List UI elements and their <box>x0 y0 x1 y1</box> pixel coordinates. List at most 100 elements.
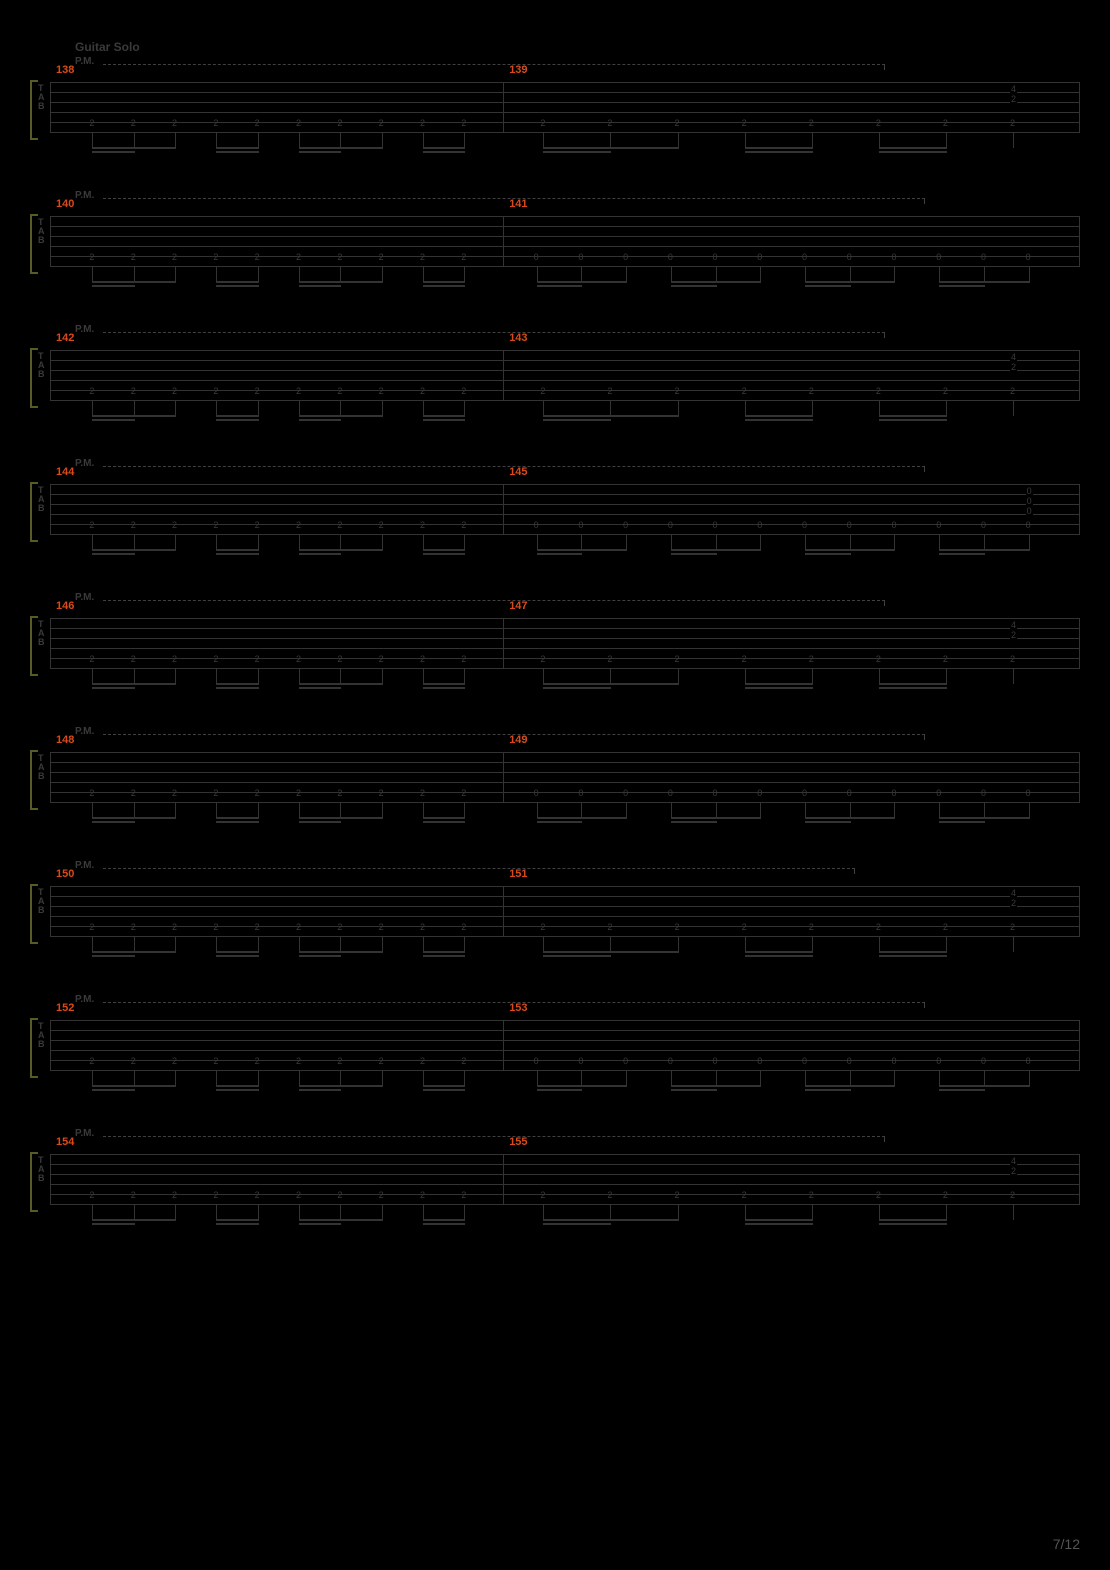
note-stem: 2 <box>382 132 383 148</box>
tab-line <box>50 926 1080 927</box>
pm-label: P.M. <box>75 994 94 1005</box>
fret-number: 0 <box>981 788 986 798</box>
staff-wrap: TAB13813922222222222222222242 <box>20 70 1090 170</box>
note-stem: 2 <box>464 936 465 952</box>
tab-staff: 148149 <box>50 752 1080 802</box>
note-stem: 0 <box>671 534 672 550</box>
note-stem: 2 <box>134 802 135 818</box>
fret-number: 2 <box>379 252 384 262</box>
beam <box>216 1085 258 1087</box>
note-stem: 2 <box>258 534 259 550</box>
note-stem: 0 <box>537 1070 538 1086</box>
fret-number: 2 <box>461 788 466 798</box>
fret-number: 2 <box>296 654 301 664</box>
fret-number: 0 <box>668 1056 673 1066</box>
fret-number: 0 <box>891 252 896 262</box>
system-bracket <box>30 348 38 408</box>
note-stem: 2 <box>946 936 947 952</box>
note-stem: 2 <box>879 400 880 416</box>
beam <box>543 1223 611 1225</box>
note-stem: 2 <box>340 400 341 416</box>
note-stem: 2 <box>610 1204 611 1220</box>
note-stem: 0 <box>626 534 627 550</box>
beam <box>537 817 627 819</box>
fret-number: 2 <box>540 1190 545 1200</box>
fret-number: 0 <box>1026 496 1033 506</box>
fret-number: 2 <box>337 654 342 664</box>
fret-number: 4 <box>1010 1156 1017 1166</box>
note-stem: 2 <box>745 668 746 684</box>
fret-number: 2 <box>131 252 136 262</box>
tab-clef: TAB <box>38 1022 45 1049</box>
fret-number: 2 <box>213 654 218 664</box>
barline <box>50 1154 51 1204</box>
tab-line <box>50 618 1080 619</box>
tab-line <box>50 102 1080 103</box>
note-stem: 2 <box>610 132 611 148</box>
fret-number: 0 <box>891 1056 896 1066</box>
staff-wrap: TAB15415522222222222222222242 <box>20 1142 1090 1242</box>
fret-number: 0 <box>847 1056 852 1066</box>
note-stem: 0 <box>537 802 538 818</box>
note-stem: 2 <box>382 1070 383 1086</box>
fret-number: 2 <box>461 922 466 932</box>
beam <box>671 1089 717 1091</box>
beam <box>537 553 583 555</box>
tab-line <box>50 638 1080 639</box>
note-stem: 2 <box>1013 400 1014 416</box>
beam <box>805 281 895 283</box>
tab-line <box>50 380 1080 381</box>
fret-number: 0 <box>891 520 896 530</box>
measure-number: 150 <box>56 868 74 880</box>
fret-number: 2 <box>1010 1190 1015 1200</box>
beam <box>92 821 134 823</box>
beam <box>745 951 813 953</box>
systems-container: P.M.TAB13813922222222222222222242P.M.TAB… <box>20 56 1090 1242</box>
beam <box>423 1089 465 1091</box>
fret-number: 2 <box>943 386 948 396</box>
measure-number: 141 <box>509 198 527 210</box>
note-stem: 2 <box>299 132 300 148</box>
note-stem: 0 <box>805 266 806 282</box>
note-stem: 2 <box>464 1204 465 1220</box>
fret-number: 2 <box>213 922 218 932</box>
note-stem: 2 <box>299 802 300 818</box>
note-stem: 2 <box>543 400 544 416</box>
tab-line <box>50 628 1080 629</box>
stems-layer: 2222222222000000000000 <box>50 802 1080 832</box>
fret-number: 2 <box>742 1190 747 1200</box>
tab-line <box>50 112 1080 113</box>
fret-number: 0 <box>936 252 941 262</box>
fret-number: 2 <box>607 654 612 664</box>
beam <box>423 285 465 287</box>
note-stem: 0 <box>939 534 940 550</box>
fret-number: 4 <box>1010 620 1017 630</box>
note-stem: 0 <box>850 534 851 550</box>
note-stem: 2 <box>92 400 93 416</box>
note-stem: 0 <box>537 266 538 282</box>
beam <box>299 1085 383 1087</box>
note-stem: 0 <box>805 802 806 818</box>
beam <box>879 151 947 153</box>
system-bracket <box>30 750 38 810</box>
note-stem: 2 <box>92 668 93 684</box>
fret-number: 2 <box>131 118 136 128</box>
beam <box>423 821 465 823</box>
fret-number: 2 <box>255 922 260 932</box>
stems-layer: 22222222222222222242 <box>50 132 1080 162</box>
fret-number: 2 <box>89 118 94 128</box>
fret-number: 0 <box>713 788 718 798</box>
fret-number: 0 <box>936 788 941 798</box>
beam <box>543 151 611 153</box>
note-stem: 2 <box>1013 1204 1014 1220</box>
beam <box>879 1223 947 1225</box>
stems-layer: 2222222222000000000000000 <box>50 534 1080 564</box>
beam <box>879 1219 947 1221</box>
staff-wrap: TAB14214322222222222222222242 <box>20 338 1090 438</box>
fret-number: 2 <box>296 1056 301 1066</box>
note-stem: 2 <box>464 1070 465 1086</box>
fret-number: 2 <box>1010 386 1015 396</box>
fret-number: 2 <box>89 1056 94 1066</box>
note-stem: 2 <box>1013 132 1014 148</box>
note-stem: 0 <box>1029 266 1030 282</box>
